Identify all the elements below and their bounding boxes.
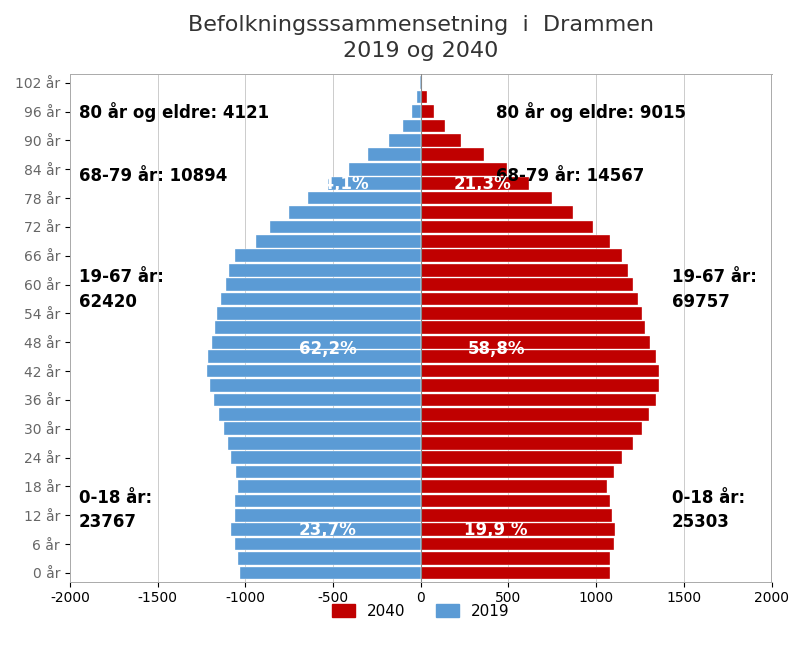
Bar (229, 264, 420, 277)
Text: 19-67 år:: 19-67 år: (79, 268, 163, 286)
Bar (419, 77, 420, 89)
Text: 62420: 62420 (79, 293, 137, 311)
Text: 0-18 år:: 0-18 år: (79, 489, 152, 507)
Bar (420, 408, 648, 421)
Bar (420, 321, 644, 334)
Bar (420, 494, 609, 507)
Text: 69757: 69757 (671, 293, 728, 311)
Bar (210, 379, 420, 392)
Text: 21,3%: 21,3% (453, 175, 511, 193)
Title: Befolkningsssammensetning  i  Drammen
2019 og 2040: Befolkningsssammensetning i Drammen 2019… (187, 15, 653, 61)
Bar (411, 105, 420, 118)
Bar (270, 221, 420, 233)
Bar (328, 177, 420, 190)
Bar (238, 480, 420, 493)
Bar (234, 494, 420, 507)
Bar (420, 336, 650, 349)
Bar (420, 538, 613, 550)
Bar (417, 91, 420, 103)
Bar (420, 119, 445, 132)
Text: 58,8%: 58,8% (467, 340, 524, 358)
Bar (208, 350, 420, 363)
Bar (420, 77, 422, 89)
Bar (215, 321, 420, 334)
Bar (217, 307, 420, 319)
Bar (420, 249, 622, 262)
Bar (420, 350, 655, 363)
Bar (420, 307, 641, 319)
Bar (234, 509, 420, 522)
Bar (308, 191, 420, 204)
Bar (420, 394, 655, 406)
Bar (420, 293, 638, 305)
Bar (349, 163, 420, 175)
Bar (240, 566, 420, 580)
Bar (420, 566, 609, 580)
Bar (231, 452, 420, 464)
Bar (231, 524, 420, 536)
Bar (224, 422, 420, 435)
Bar (420, 149, 483, 161)
Bar (420, 524, 614, 536)
Bar (420, 105, 434, 118)
Bar (420, 466, 613, 478)
Bar (236, 466, 420, 478)
Bar (212, 336, 420, 349)
Legend: 2040, 2019: 2040, 2019 (325, 598, 515, 625)
Bar (238, 552, 420, 565)
Bar (226, 278, 420, 291)
Text: 14,1%: 14,1% (311, 175, 369, 193)
Text: 19-67 år:: 19-67 år: (671, 268, 756, 286)
Text: 23,7%: 23,7% (299, 521, 357, 539)
Bar (420, 264, 627, 277)
Bar (420, 134, 460, 147)
Bar (289, 206, 420, 219)
Bar (420, 509, 611, 522)
Bar (420, 552, 609, 565)
Bar (420, 480, 605, 493)
Text: 19,9 %: 19,9 % (464, 521, 528, 539)
Text: 23767: 23767 (79, 514, 137, 532)
Bar (420, 235, 609, 247)
Text: 0-18 år:: 0-18 år: (671, 489, 744, 507)
Bar (420, 365, 658, 378)
Bar (255, 235, 420, 247)
Bar (420, 278, 632, 291)
Text: 62,2%: 62,2% (299, 340, 357, 358)
Bar (420, 379, 658, 392)
Bar (420, 221, 592, 233)
Bar (420, 206, 573, 219)
Bar (218, 408, 420, 421)
Bar (221, 293, 420, 305)
Bar (214, 394, 420, 406)
Text: 68-79 år: 14567: 68-79 år: 14567 (495, 167, 644, 185)
Bar (420, 422, 641, 435)
Bar (206, 365, 420, 378)
Bar (420, 91, 426, 103)
Bar (368, 149, 420, 161)
Bar (402, 119, 420, 132)
Bar (420, 437, 632, 450)
Bar (389, 134, 420, 147)
Bar (234, 249, 420, 262)
Bar (420, 191, 552, 204)
Bar (420, 177, 528, 190)
Text: 80 år og eldre: 9015: 80 år og eldre: 9015 (495, 101, 685, 121)
Bar (420, 163, 506, 175)
Bar (234, 538, 420, 550)
Text: 25303: 25303 (671, 514, 728, 532)
Text: 68-79 år: 10894: 68-79 år: 10894 (79, 167, 226, 185)
Bar (420, 452, 622, 464)
Bar (227, 437, 420, 450)
Text: 80 år og eldre: 4121: 80 år og eldre: 4121 (79, 101, 268, 121)
